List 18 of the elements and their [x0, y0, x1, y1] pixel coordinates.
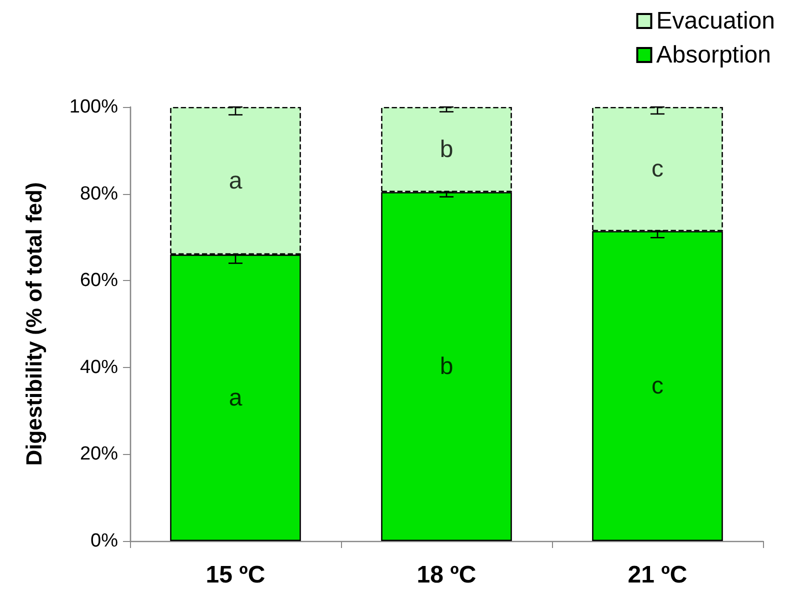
legend-label: Evacuation — [656, 8, 776, 34]
y-tick-label: 60% — [80, 270, 118, 292]
legend-label: Absorption — [656, 42, 772, 68]
y-axis-title: Digestibility (% of total fed) — [22, 182, 46, 466]
y-tick-label: 20% — [80, 444, 118, 465]
y-tick-label: 80% — [80, 183, 118, 204]
y-tick-label: 0% — [90, 530, 118, 552]
annotation: a — [228, 167, 243, 194]
y-tick-label: 40% — [80, 356, 118, 378]
x-tick-label: 15 ºC — [206, 562, 266, 588]
annotation: b — [440, 136, 454, 164]
annotation: b — [440, 353, 454, 380]
annotation: a — [228, 384, 243, 412]
x-tick-label: 21 ºC — [628, 562, 688, 588]
annotation: c — [652, 156, 664, 183]
y-tick-label: 100% — [69, 96, 118, 118]
x-tick-label: 18 ºC — [416, 562, 476, 588]
annotation: c — [652, 372, 664, 400]
